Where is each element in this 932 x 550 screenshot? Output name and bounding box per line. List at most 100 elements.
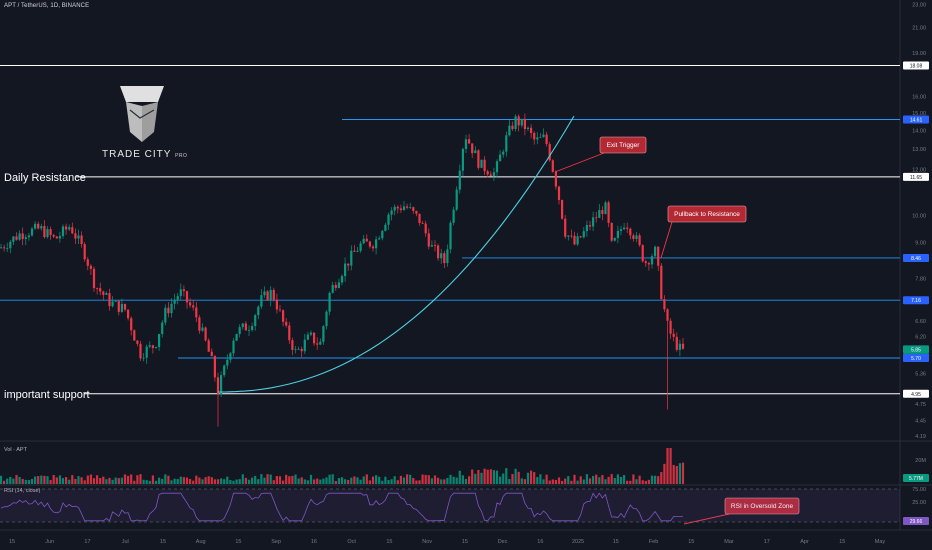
volume-bar	[557, 477, 561, 484]
candle-body	[477, 150, 480, 168]
candle-body	[573, 235, 576, 245]
candle-body	[46, 229, 49, 238]
volume-bar	[6, 478, 9, 484]
volume-bar	[74, 478, 77, 484]
candle-body	[3, 247, 6, 249]
candle-body	[561, 199, 564, 219]
candle-body	[340, 276, 344, 283]
time-tick-label: 15	[9, 539, 15, 545]
volume-bar	[92, 478, 96, 484]
rsi-badge-label: 29.66	[910, 519, 923, 525]
price-tick-label: 9.00	[915, 240, 926, 246]
time-tick-label: 2025	[572, 539, 584, 545]
volume-bar	[666, 448, 669, 484]
candle-body	[111, 301, 114, 307]
time-tick-label: 15	[839, 539, 845, 545]
price-tick-label: 5.36	[915, 372, 926, 378]
volume-bar	[303, 479, 306, 484]
rsi-line	[0, 492, 683, 522]
volume-bar	[278, 476, 282, 484]
volume-bar	[176, 478, 179, 484]
candle-body	[616, 230, 619, 239]
candle-body	[257, 306, 260, 316]
time-tick-label: 15	[613, 539, 619, 545]
price-tick-label: 13.00	[912, 147, 926, 153]
candle-body	[430, 245, 433, 247]
price-tick-label: 4.75	[915, 402, 926, 408]
candle-body	[387, 214, 390, 225]
volume-bar	[161, 478, 164, 484]
volume-bar	[446, 478, 449, 484]
volume-bar	[455, 477, 458, 484]
candle-body	[480, 159, 483, 168]
candle-body	[619, 229, 623, 231]
volume-bar	[288, 476, 291, 484]
volume-bar	[650, 475, 654, 484]
candle-body	[232, 340, 235, 354]
candle-body	[350, 250, 353, 266]
volume-bar	[27, 480, 30, 484]
candle-body	[474, 150, 477, 154]
price-badge	[903, 253, 929, 262]
price-tick-label: 6.20	[915, 335, 926, 341]
candle-body	[588, 225, 592, 227]
candle-body	[37, 223, 40, 229]
time-tick-label: 16	[537, 539, 543, 545]
candle-body	[362, 238, 365, 244]
price-badge	[903, 354, 929, 363]
volume-bar	[449, 474, 452, 484]
candle-body	[443, 253, 446, 264]
time-tick-label: Oct	[347, 539, 356, 545]
candle-body	[337, 282, 340, 288]
candle-body	[77, 235, 80, 239]
volume-bar	[185, 477, 189, 484]
volume-bar	[40, 475, 43, 484]
rsi-tick-label: 25.00	[912, 500, 926, 506]
level-label: Daily Resistance	[4, 172, 86, 184]
price-badge-label: 5.85	[911, 347, 921, 353]
volume-bar	[406, 474, 409, 484]
candle-body	[601, 210, 604, 214]
candle-body	[294, 349, 297, 351]
brand-suffix: PRO	[175, 153, 188, 159]
candle-body	[669, 320, 672, 334]
volume-bars	[0, 448, 685, 484]
candle-body	[223, 365, 226, 376]
volume-bar	[120, 477, 123, 484]
volume-bar	[204, 477, 207, 484]
candle-body	[148, 345, 151, 347]
candle-body	[114, 300, 117, 302]
volume-bar	[30, 478, 34, 484]
annotation-pointer	[554, 152, 605, 173]
candle-body	[179, 289, 182, 297]
time-tick-label: 15	[235, 539, 241, 545]
candle-body	[322, 326, 325, 342]
volume-bar	[0, 475, 3, 484]
candle-body	[536, 137, 539, 140]
price-badge	[903, 389, 929, 398]
candle-body	[204, 327, 207, 341]
volume-bar	[402, 477, 406, 484]
price-tick-label: 19.00	[912, 51, 926, 57]
candle-body	[635, 235, 638, 239]
candle-body	[598, 210, 601, 218]
level-label: important support	[4, 389, 90, 401]
candle-body	[238, 327, 241, 334]
price-badge	[903, 172, 929, 181]
volume-bar	[675, 466, 678, 484]
volume-bar	[430, 478, 433, 484]
candle-body	[275, 299, 278, 310]
volume-bar	[576, 480, 579, 484]
volume-bar	[353, 476, 356, 484]
volume-bar	[421, 474, 424, 484]
volume-bar	[350, 477, 353, 484]
candle-body	[266, 291, 269, 301]
volume-bar	[427, 475, 430, 484]
volume-bar	[18, 477, 21, 484]
volume-bar	[328, 474, 331, 484]
volume-bar	[300, 477, 303, 484]
time-axis: 15 Jun 17 Jul 15 Aug 15 Sep 16 Oct 15 Nov 15 Dec 16 202…	[9, 539, 886, 545]
candle-body	[660, 265, 663, 300]
candle-body	[319, 341, 322, 345]
